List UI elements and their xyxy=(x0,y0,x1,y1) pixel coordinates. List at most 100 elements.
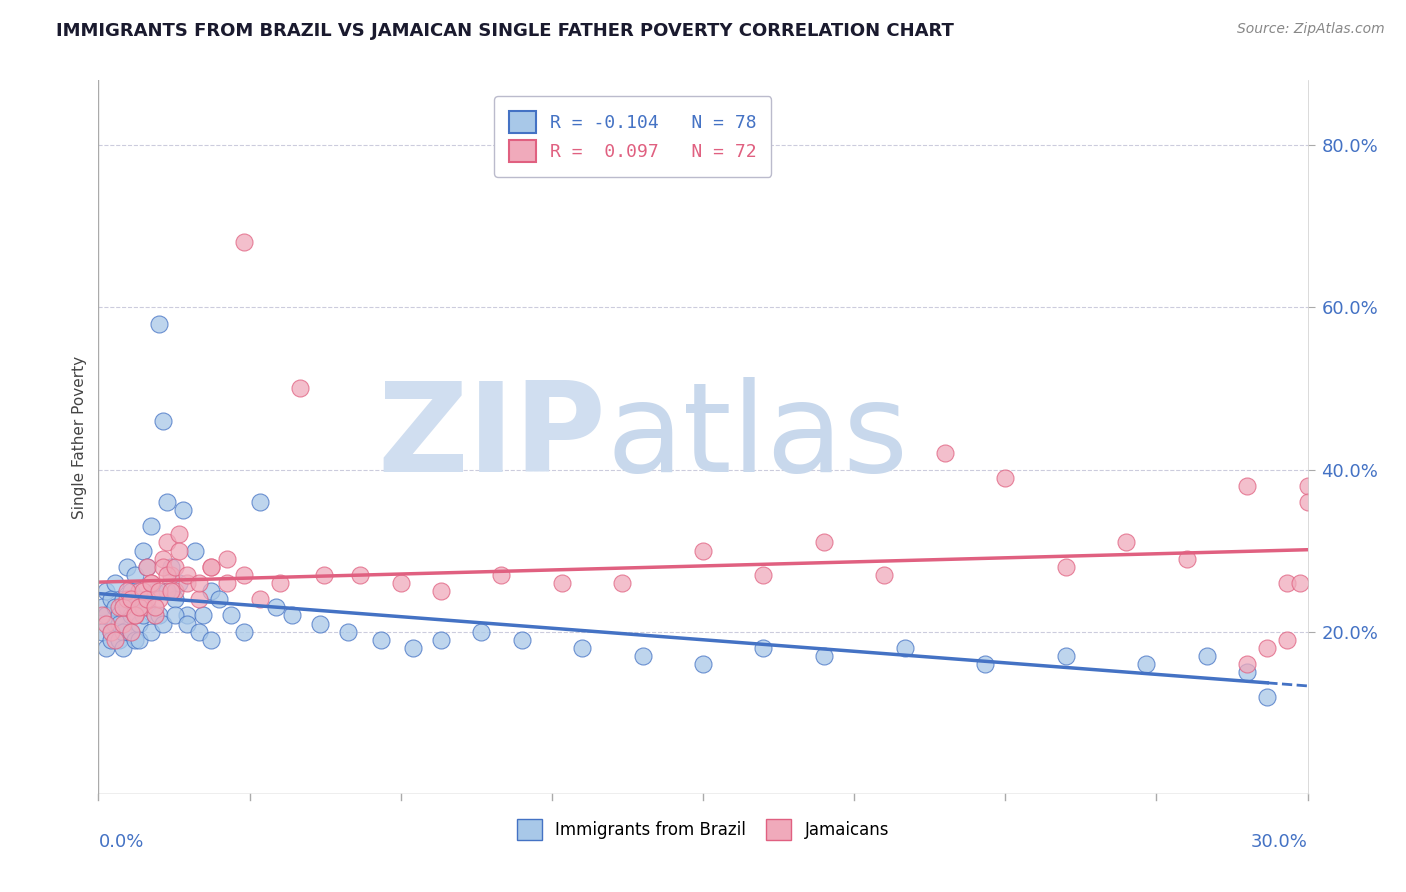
Point xyxy=(148,592,170,607)
Point xyxy=(571,640,593,655)
Point xyxy=(135,559,157,574)
Point xyxy=(188,592,211,607)
Point xyxy=(128,616,150,631)
Point xyxy=(193,608,215,623)
Point xyxy=(103,616,125,631)
Point xyxy=(103,632,125,647)
Point xyxy=(124,632,146,647)
Point xyxy=(188,576,211,591)
Point xyxy=(1296,495,1319,509)
Point xyxy=(96,616,118,631)
Point xyxy=(264,600,287,615)
Point xyxy=(115,592,138,607)
Point xyxy=(143,600,166,615)
Point xyxy=(156,568,179,582)
Point xyxy=(389,576,412,591)
Point xyxy=(176,576,198,591)
Point xyxy=(974,657,997,672)
Point xyxy=(1054,559,1077,574)
Point xyxy=(156,584,179,599)
Point xyxy=(208,592,231,607)
Point xyxy=(111,592,134,607)
Point xyxy=(124,608,146,623)
Point xyxy=(249,495,271,509)
Point xyxy=(115,584,138,599)
Point xyxy=(217,576,239,591)
Point xyxy=(128,592,150,607)
Point xyxy=(91,600,114,615)
Point xyxy=(111,616,134,631)
Point xyxy=(752,568,775,582)
Point xyxy=(612,576,634,591)
Point xyxy=(120,608,142,623)
Point xyxy=(160,584,183,599)
Point xyxy=(143,608,166,623)
Point xyxy=(994,470,1017,484)
Point xyxy=(132,600,155,615)
Point xyxy=(156,495,179,509)
Point xyxy=(163,592,186,607)
Point xyxy=(96,608,118,623)
Point xyxy=(232,624,254,639)
Point xyxy=(893,640,915,655)
Point xyxy=(813,648,835,663)
Text: Source: ZipAtlas.com: Source: ZipAtlas.com xyxy=(1237,22,1385,37)
Point xyxy=(107,608,129,623)
Text: ZIP: ZIP xyxy=(378,376,606,498)
Point xyxy=(100,624,122,639)
Point xyxy=(163,584,186,599)
Point xyxy=(143,584,166,599)
Point xyxy=(1256,690,1278,704)
Point xyxy=(160,559,183,574)
Point xyxy=(314,568,336,582)
Point xyxy=(692,657,714,672)
Point xyxy=(96,584,118,599)
Point xyxy=(200,559,222,574)
Point xyxy=(288,381,311,395)
Point xyxy=(139,519,162,533)
Point xyxy=(430,584,453,599)
Point xyxy=(111,640,134,655)
Point xyxy=(337,624,360,639)
Point xyxy=(188,624,211,639)
Point xyxy=(132,608,155,623)
Point xyxy=(1277,632,1299,647)
Point xyxy=(135,559,157,574)
Text: 30.0%: 30.0% xyxy=(1251,833,1308,851)
Point xyxy=(217,551,239,566)
Point xyxy=(120,592,142,607)
Point xyxy=(156,535,179,549)
Point xyxy=(200,559,222,574)
Point xyxy=(163,559,186,574)
Point xyxy=(1195,648,1218,663)
Point xyxy=(139,576,162,591)
Point xyxy=(132,584,155,599)
Point xyxy=(163,608,186,623)
Point xyxy=(103,576,125,591)
Point xyxy=(1115,535,1137,549)
Point xyxy=(135,600,157,615)
Point xyxy=(103,600,125,615)
Point xyxy=(510,632,533,647)
Point xyxy=(107,600,129,615)
Point xyxy=(370,632,392,647)
Point xyxy=(470,624,492,639)
Point xyxy=(232,235,254,250)
Point xyxy=(152,616,174,631)
Point xyxy=(1236,665,1258,680)
Point xyxy=(152,559,174,574)
Point xyxy=(91,624,114,639)
Point xyxy=(349,568,371,582)
Point xyxy=(692,543,714,558)
Point xyxy=(107,616,129,631)
Point xyxy=(115,600,138,615)
Point xyxy=(120,584,142,599)
Point xyxy=(152,551,174,566)
Point xyxy=(148,317,170,331)
Point xyxy=(873,568,896,582)
Point xyxy=(128,632,150,647)
Point xyxy=(1135,657,1157,672)
Point xyxy=(309,616,332,631)
Point xyxy=(430,632,453,647)
Point xyxy=(1175,551,1198,566)
